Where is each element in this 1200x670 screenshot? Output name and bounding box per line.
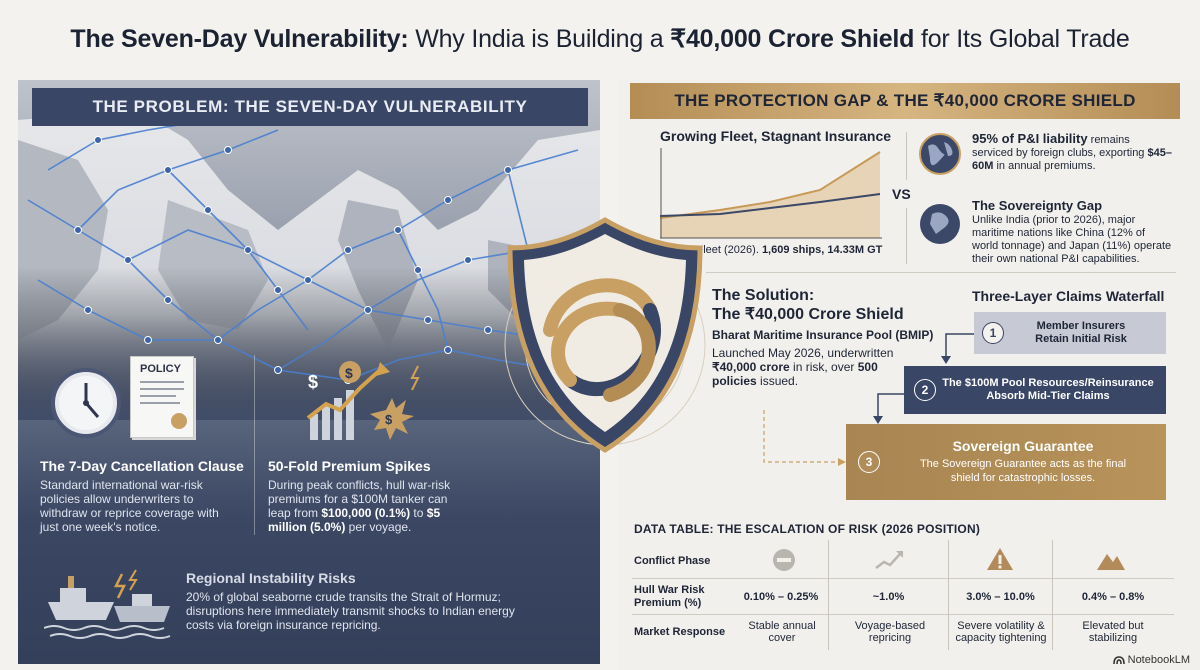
row-label-phase: Conflict Phase	[634, 554, 711, 567]
notebooklm-logo-icon	[1112, 656, 1125, 665]
step-3-number: 3	[858, 451, 880, 473]
response-cell: Stable annual cover	[748, 620, 816, 644]
vs-divider-lower	[906, 208, 907, 264]
solution-text: Launched May 2026, underwritten ₹40,000 …	[712, 346, 894, 388]
waterfall-step-3: 3 Sovereign Guarantee The Sovereign Guar…	[846, 424, 1166, 500]
globe-asia-icon	[920, 204, 960, 244]
fleet-chart-title: Growing Fleet, Stagnant Insurance	[660, 128, 892, 144]
response-cell: Elevated but stabilizing	[1082, 620, 1144, 644]
waterfall-step-1: 1 Member Insurers Retain Initial Risk	[974, 312, 1166, 354]
svg-text:$: $	[345, 365, 353, 381]
premium-spike-chart-icon: $ $ $	[306, 361, 420, 440]
pi-liability-text: 95% of P&I liability remains serviced by…	[972, 131, 1172, 172]
svg-text:$: $	[385, 412, 393, 427]
spikes-title: 50-Fold Premium Spikes	[268, 458, 431, 474]
step-1-number: 1	[982, 322, 1004, 344]
waterfall-arrow-1	[941, 333, 974, 364]
vs-divider	[906, 132, 907, 180]
fleet-vs-insurance-chart	[660, 148, 882, 239]
shield-emblem-icon	[504, 217, 706, 453]
waterfall-title: Three-Layer Claims Waterfall	[972, 288, 1165, 304]
premium-cell: ~1.0%	[872, 591, 905, 603]
row-label-premium: Hull War Risk Premium (%)	[634, 584, 705, 609]
right-divider	[706, 272, 1176, 273]
clause-title: The 7-Day Cancellation Clause	[40, 458, 244, 474]
policy-label: POLICY	[140, 363, 181, 375]
clock-icon	[51, 368, 121, 438]
brand-mark: NotebookLM	[1112, 654, 1190, 666]
premium-cell: 0.10% – 0.25%	[743, 591, 819, 603]
response-cell: Voyage-based repricing	[854, 620, 926, 644]
warning-phase-icon	[987, 548, 1013, 570]
vs-label: VS	[892, 186, 911, 202]
regional-title: Regional Instability Risks	[186, 570, 356, 586]
globe-icon	[919, 133, 961, 175]
premium-cell: 3.0% – 10.0%	[966, 591, 1035, 603]
left-divider	[254, 355, 255, 535]
sovereignty-title: The Sovereignty Gap	[972, 198, 1103, 213]
problem-panel: THE PROBLEM: THE SEVEN-DAY VULNERABILITY…	[18, 80, 600, 664]
response-cell: Severe volatility & capacity tightening	[955, 620, 1047, 644]
solution-title: The Solution: The ₹40,000 Crore Shield	[712, 287, 904, 323]
spikes-text: During peak conflicts, hull war-risk pre…	[268, 478, 451, 534]
waterfall-arrow-2	[873, 393, 906, 424]
dashed-connector	[763, 410, 846, 466]
ships-collision-icon	[44, 569, 171, 639]
peaks-phase-icon	[1097, 554, 1125, 570]
sovereignty-text: Unlike India (prior to 2026), major mari…	[972, 214, 1172, 265]
clause-text: Standard international war-risk policies…	[40, 478, 219, 534]
regional-text: 20% of global seaborne crude transits th…	[186, 590, 515, 632]
page-title: The Seven-Day Vulnerability: Why India i…	[70, 25, 1130, 53]
protection-banner: THE PROTECTION GAP & THE ₹40,000 CRORE S…	[630, 83, 1180, 119]
policy-document-icon: POLICY	[130, 356, 194, 438]
table-title: DATA TABLE: THE ESCALATION OF RISK (2026…	[634, 522, 981, 536]
step-2-number: 2	[914, 379, 936, 401]
premium-cell: 0.4% – 0.8%	[1081, 591, 1145, 603]
problem-banner: THE PROBLEM: THE SEVEN-DAY VULNERABILITY	[32, 88, 588, 126]
rising-phase-icon	[875, 551, 903, 569]
row-label-response: Market Response	[634, 625, 726, 638]
waterfall-step-2: 2 The $100M Pool Resources/Reinsurance A…	[904, 366, 1166, 414]
solution-subtitle: Bharat Maritime Insurance Pool (BMIP)	[712, 328, 934, 342]
stable-phase-icon	[773, 549, 795, 571]
svg-text:$: $	[308, 372, 318, 392]
